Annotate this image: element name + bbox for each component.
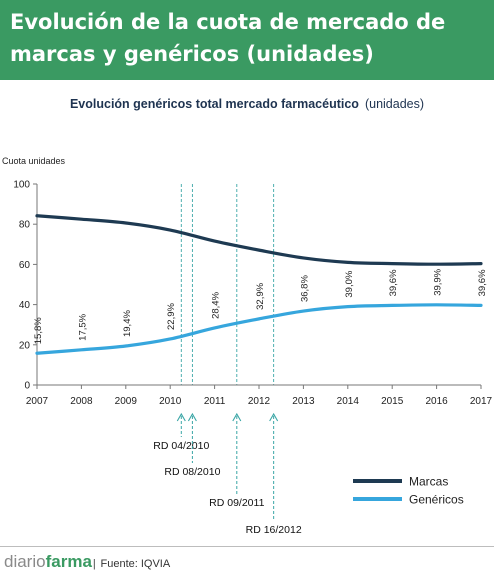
axes-group: 0 20 40 60 80 100 2007 2008 2009 2010 2011 2012 2013… <box>13 180 492 408</box>
data-point-gen-ricos <box>80 348 83 351</box>
annotation-label: RD 09/2011 <box>209 497 264 509</box>
annotation-arrowhead <box>187 412 197 422</box>
data-point-marcas <box>391 262 394 265</box>
brand-logo-part1: diario <box>4 552 46 571</box>
data-labels-group: 15,8% 17,5% 19,4% 22,9% 28,4% 32,9% 36,8% 39,0%… <box>33 268 488 344</box>
line-chart: Cuota unidades RD 04/2010 RD 08/2010 RD 09… <box>2 156 493 536</box>
x-tick-label: 2010 <box>159 396 182 407</box>
data-label: 39,0% <box>344 270 355 297</box>
annotation-label: RD 08/2010 <box>164 466 220 478</box>
chart-subtitle: Evolución genéricos total mercado farmac… <box>0 97 494 111</box>
x-tick-label: 2011 <box>204 396 226 407</box>
data-point-gen-ricos <box>35 352 38 355</box>
data-point-gen-ricos <box>213 326 216 329</box>
y-tick-label: 40 <box>19 300 31 311</box>
data-point-marcas <box>479 262 482 265</box>
x-tick-label: 2017 <box>470 396 493 407</box>
annotation-arrowhead <box>232 412 242 422</box>
data-point-gen-ricos <box>346 305 349 308</box>
x-tick-label: 2013 <box>292 396 315 407</box>
x-tick-label: 2007 <box>26 396 49 407</box>
legend-label: Marcas <box>409 475 448 489</box>
data-label: 36,8% <box>299 275 310 302</box>
annotation-arrowhead <box>269 412 279 422</box>
x-tick-label: 2016 <box>425 396 448 407</box>
data-label: 39,9% <box>433 268 444 295</box>
annotation-group: RD 04/2010 RD 08/2010 RD 09/2011 RD 16/2012 <box>153 184 302 536</box>
series-line-gen-ricos <box>35 303 483 355</box>
x-tick-label: 2008 <box>70 396 93 407</box>
data-point-marcas <box>35 214 38 217</box>
source-credit: Fuente: IQVIA <box>100 558 171 570</box>
data-point-marcas <box>302 256 305 259</box>
page-title: Evolución de la cuota de mercado de marc… <box>10 10 446 66</box>
data-label: 39,6% <box>477 269 488 296</box>
series-line-marcas <box>35 214 483 266</box>
x-tick-label: 2014 <box>337 396 360 407</box>
legend-label: Genéricos <box>409 493 464 507</box>
y-axis-label: Cuota unidades <box>2 156 66 166</box>
x-tick-label: 2015 <box>381 396 404 407</box>
footer-separator: | <box>92 558 96 570</box>
data-label: 28,4% <box>211 291 222 318</box>
data-point-gen-ricos <box>257 317 260 320</box>
header-banner: Evolución de la cuota de mercado de marc… <box>0 0 494 80</box>
y-tick-label: 0 <box>24 381 30 392</box>
y-tick-label: 80 <box>19 220 31 231</box>
y-tick-label: 100 <box>13 180 30 191</box>
data-point-gen-ricos <box>391 304 394 307</box>
data-point-marcas <box>346 261 349 264</box>
data-point-marcas <box>169 228 172 231</box>
data-point-gen-ricos <box>479 304 482 307</box>
x-tick-label: 2009 <box>115 396 138 407</box>
data-point-gen-ricos <box>302 309 305 312</box>
chart-subtitle-unit: (unidades) <box>364 97 425 111</box>
brand-logo-part2: farma <box>45 552 92 571</box>
data-point-marcas <box>124 221 127 224</box>
data-label: 32,9% <box>255 282 266 309</box>
data-label: 17,5% <box>77 313 88 340</box>
x-tick-label: 2012 <box>248 396 271 407</box>
data-point-gen-ricos <box>124 344 127 347</box>
annotation-arrowhead <box>176 412 186 422</box>
series-group <box>35 214 483 355</box>
y-tick-label: 60 <box>19 260 31 271</box>
y-tick-label: 20 <box>19 340 31 351</box>
data-label: 39,6% <box>388 269 399 296</box>
data-point-gen-ricos <box>435 303 438 306</box>
data-point-marcas <box>213 239 216 242</box>
annotation-label: RD 16/2012 <box>246 524 302 536</box>
annotation-label: RD 04/2010 <box>153 440 209 452</box>
footer-divider <box>0 546 494 547</box>
data-label: 15,8% <box>33 317 44 344</box>
data-label: 22,9% <box>166 302 177 329</box>
data-point-gen-ricos <box>169 337 172 340</box>
legend: Marcas Genéricos <box>353 475 464 507</box>
data-point-marcas <box>80 218 83 221</box>
chart-subtitle-main: Evolución genéricos total mercado farmac… <box>69 97 359 111</box>
footer: diariofarma| Fuente: IQVIA <box>4 552 170 572</box>
data-point-marcas <box>257 249 260 252</box>
data-point-marcas <box>435 263 438 266</box>
data-label: 19,4% <box>122 310 133 337</box>
